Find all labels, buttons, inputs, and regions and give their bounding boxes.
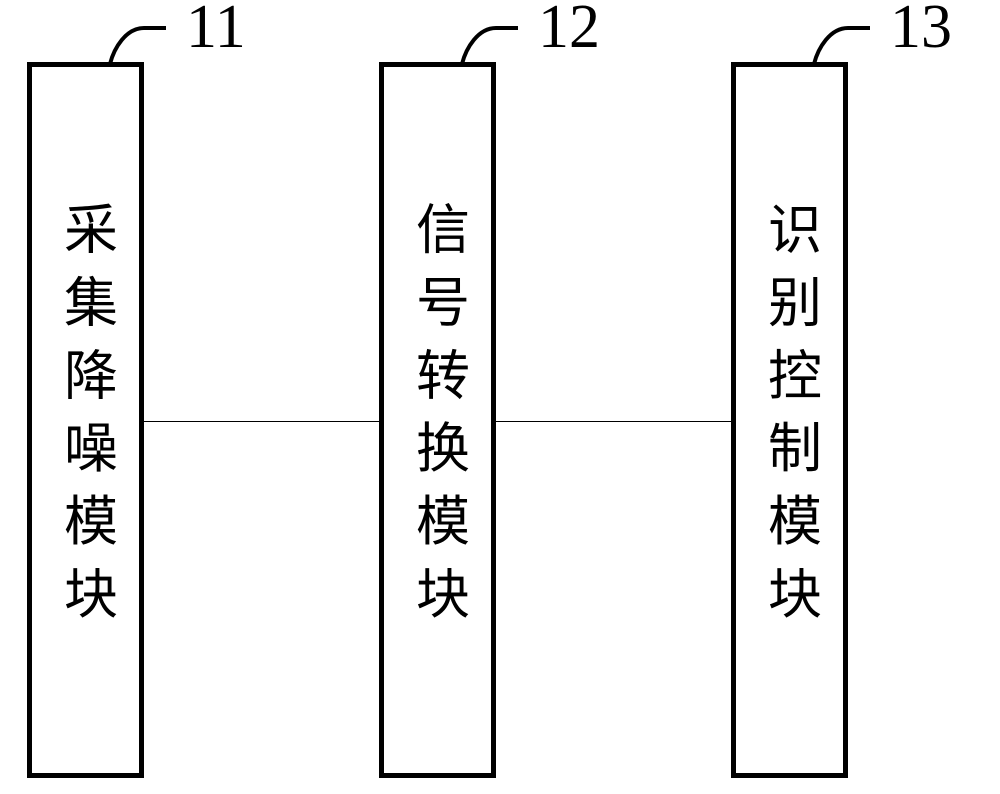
block-label: 信号转换模块	[411, 201, 465, 638]
connector-1-2	[144, 421, 379, 422]
callout-number: 12	[538, 0, 600, 63]
block-label: 识别控制模块	[763, 201, 817, 638]
block-recognition-control: 识别控制模块	[731, 62, 848, 778]
callout-hook-icon	[460, 22, 520, 66]
connector-2-3	[496, 421, 731, 422]
callout-number: 11	[186, 0, 246, 63]
callout-number: 13	[890, 0, 952, 63]
block-acquisition-denoise: 采集降噪模块	[27, 62, 144, 778]
block-label: 采集降噪模块	[59, 201, 113, 638]
callout-hook-icon	[108, 22, 168, 66]
callout-hook-icon	[812, 22, 872, 66]
block-signal-conversion: 信号转换模块	[379, 62, 496, 778]
diagram-canvas: 采集降噪模块 信号转换模块 识别控制模块 11 12 13	[0, 0, 1000, 794]
